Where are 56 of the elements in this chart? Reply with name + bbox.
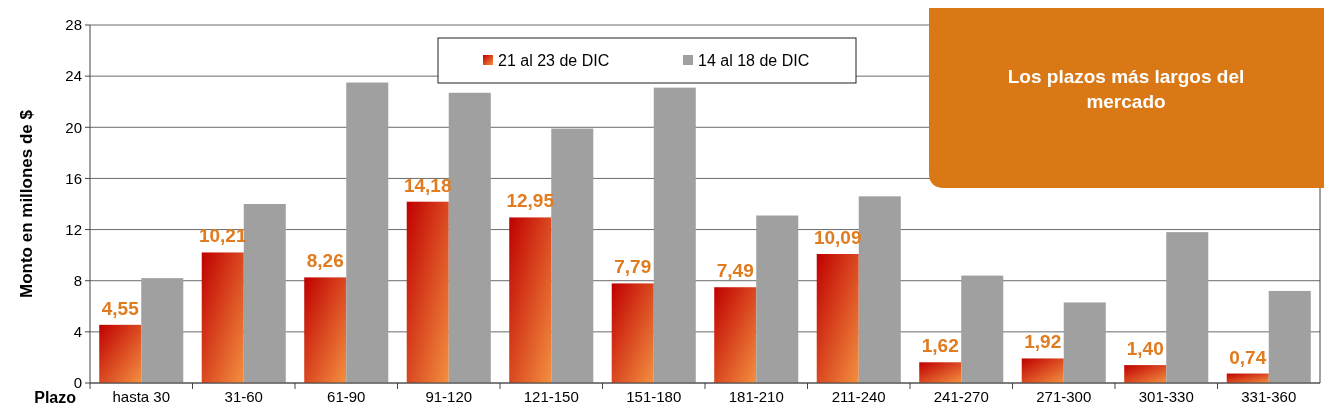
x-tick-label: 121-150 bbox=[523, 388, 579, 405]
data-label: 10,09 bbox=[813, 226, 862, 248]
y-axis-title: Monto en millones de $ bbox=[17, 109, 36, 298]
bar bbox=[1124, 365, 1167, 383]
y-tick-label: 0 bbox=[73, 374, 82, 392]
bar bbox=[1166, 232, 1209, 383]
bar bbox=[406, 201, 449, 383]
bar bbox=[509, 217, 552, 383]
x-tick-label: 211-240 bbox=[831, 388, 886, 405]
annotation: Los plazos más largos del mercado bbox=[1007, 66, 1245, 112]
y-tick-label: 4 bbox=[73, 323, 82, 341]
bar bbox=[653, 87, 696, 383]
bar bbox=[304, 277, 347, 383]
legend-label: 14 al 18 de DIC bbox=[698, 51, 810, 69]
y-tick-label: 24 bbox=[65, 67, 82, 85]
x-tick-label: 241-270 bbox=[933, 388, 989, 405]
x-tick-label: 151-180 bbox=[626, 388, 682, 405]
data-label: 1,92 bbox=[1024, 331, 1062, 353]
y-tick-label: 20 bbox=[65, 118, 82, 136]
x-tick-label: 31-60 bbox=[224, 388, 263, 405]
data-label: 12,95 bbox=[506, 190, 555, 212]
data-label: 0,74 bbox=[1229, 346, 1267, 368]
bar bbox=[961, 275, 1004, 383]
y-tick-label: 28 bbox=[65, 16, 82, 34]
y-tick-label: 16 bbox=[65, 169, 82, 187]
bar bbox=[611, 283, 654, 383]
data-label: 7,49 bbox=[716, 260, 754, 282]
x-tick-label: 91-120 bbox=[425, 388, 473, 405]
data-label: 14,18 bbox=[403, 174, 452, 196]
bar bbox=[141, 278, 184, 383]
bar bbox=[919, 362, 962, 383]
bar bbox=[756, 215, 799, 383]
data-label: 7,79 bbox=[614, 256, 652, 278]
x-axis-title: Plazo bbox=[34, 389, 77, 406]
data-label: 8,26 bbox=[306, 250, 344, 272]
x-tick-label: hasta 30 bbox=[112, 388, 171, 405]
bar bbox=[816, 253, 859, 383]
x-tick-label: 61-90 bbox=[327, 388, 366, 405]
y-tick-label: 8 bbox=[73, 271, 82, 289]
x-tick-label: 301-330 bbox=[1138, 388, 1194, 405]
bar bbox=[714, 287, 757, 383]
data-label: 4,55 bbox=[101, 297, 140, 319]
data-label: 10,21 bbox=[198, 225, 247, 247]
bar bbox=[201, 252, 244, 383]
bar bbox=[1268, 290, 1311, 383]
bar bbox=[99, 324, 142, 383]
x-tick-label: 271-300 bbox=[1036, 388, 1092, 405]
y-tick-label: 12 bbox=[65, 220, 82, 238]
legend-label: 21 al 23 de DIC bbox=[498, 51, 610, 69]
x-tick-label: 331-360 bbox=[1241, 388, 1297, 405]
bar bbox=[346, 82, 389, 383]
bar bbox=[1063, 302, 1106, 383]
data-label: 1,40 bbox=[1126, 338, 1164, 360]
data-label: 1,62 bbox=[921, 335, 959, 357]
x-tick-label: 181-210 bbox=[728, 388, 784, 405]
bar bbox=[1021, 358, 1064, 383]
